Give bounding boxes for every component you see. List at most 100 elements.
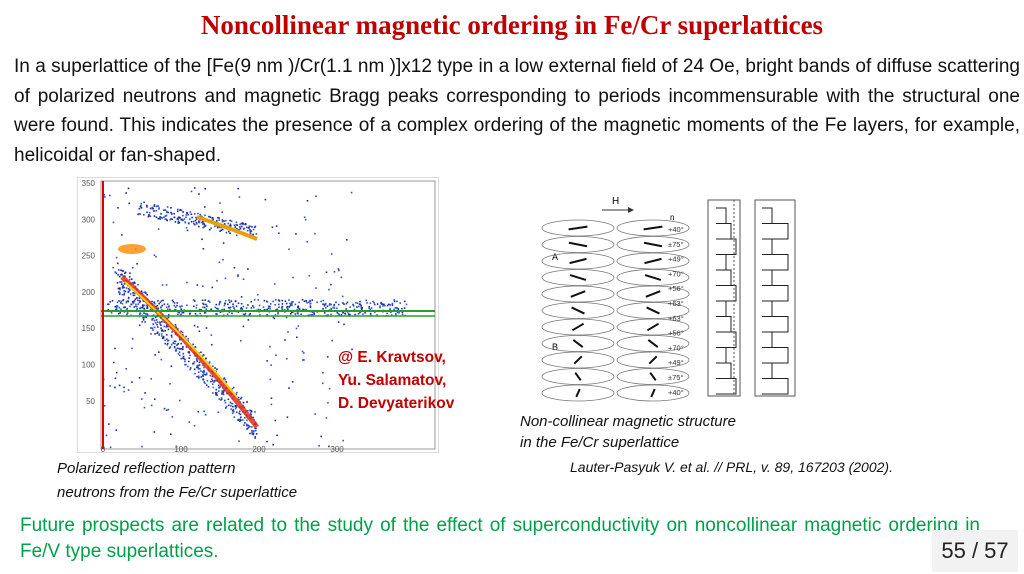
scatter-dot xyxy=(199,312,201,315)
layer-ellipse xyxy=(541,269,615,286)
scatter-dot xyxy=(205,303,207,306)
scatter-dot xyxy=(211,380,214,382)
scatter-dot xyxy=(231,312,233,315)
scatter-dot xyxy=(229,306,232,309)
scatter-dot xyxy=(379,305,381,308)
scatter-dot xyxy=(182,346,184,348)
scatter-dot xyxy=(142,305,144,308)
scatter-dot xyxy=(335,301,337,304)
layer-ellipse xyxy=(616,368,690,385)
scatter-dot xyxy=(324,302,327,305)
scatter-dot xyxy=(243,424,245,426)
scatter-dot xyxy=(281,303,284,305)
scatter-dot xyxy=(376,314,378,316)
scatter-dot xyxy=(186,229,189,232)
scatter-dot xyxy=(223,223,226,225)
scatter-dot xyxy=(175,349,177,351)
scatter-dot xyxy=(188,357,190,359)
scatter-dot xyxy=(306,240,308,243)
scatter-dot xyxy=(177,208,179,211)
angle-label: +70° xyxy=(668,343,684,352)
scatter-dot xyxy=(298,301,300,304)
scatter-dot xyxy=(239,308,242,310)
scatter-dot xyxy=(177,220,180,223)
scatter-dot xyxy=(216,394,218,397)
scatter-dot xyxy=(138,207,141,210)
scatter-dot xyxy=(116,305,119,307)
scatter-dot xyxy=(139,307,141,310)
scatter-dot xyxy=(128,202,130,205)
scatter-dot xyxy=(201,221,203,224)
scatter-dot xyxy=(140,290,143,292)
layer-ellipse xyxy=(541,351,615,369)
scatter-dot xyxy=(123,292,126,295)
scatter-dot xyxy=(143,316,145,319)
scatter-dot xyxy=(352,305,355,307)
scatter-dot xyxy=(118,384,121,387)
scatter-dot xyxy=(153,215,156,217)
scatter-dot xyxy=(187,365,189,368)
scatter-dot xyxy=(208,361,211,363)
scatter-dot xyxy=(229,219,231,222)
scatter-dot xyxy=(313,313,315,315)
scatter-dot xyxy=(269,307,272,310)
scatter-dot xyxy=(180,209,183,212)
scatter-dot xyxy=(200,370,202,372)
scatter-dot xyxy=(240,302,243,305)
scatter-dot xyxy=(393,308,395,311)
scatter-dot xyxy=(343,323,345,326)
scatter-dot xyxy=(179,313,182,316)
angle-label: ±75° xyxy=(668,373,683,382)
scatter-dot xyxy=(236,391,238,394)
scatter-dot xyxy=(276,434,278,437)
scatter-dot xyxy=(159,321,161,323)
scatter-dot xyxy=(193,361,196,363)
scatter-dot xyxy=(250,307,253,309)
scatter-dot xyxy=(144,392,146,394)
scatter-dot xyxy=(248,314,251,316)
scatter-dot xyxy=(204,382,206,384)
scatter-dot xyxy=(180,357,182,360)
scatter-dot xyxy=(112,221,115,224)
scatter-dot xyxy=(192,299,195,301)
scatter-dot xyxy=(383,303,385,306)
scatter-dot xyxy=(132,281,134,284)
scatter-dot xyxy=(185,226,188,229)
moment-arrow xyxy=(644,274,662,281)
scatter-dot xyxy=(366,302,368,304)
scatter-dot xyxy=(239,226,241,228)
scatter-dot xyxy=(177,313,179,316)
scatter-dot xyxy=(253,430,255,432)
scatter-dot xyxy=(154,322,157,324)
scatter-dot xyxy=(224,401,227,404)
scatter-dot xyxy=(266,301,269,303)
scatter-dot xyxy=(143,307,145,310)
scatter-dot xyxy=(187,360,190,363)
scatter-dot xyxy=(147,215,150,218)
scatter-dot xyxy=(289,302,291,305)
scatter-dot xyxy=(174,324,177,326)
scatter-dot xyxy=(313,312,315,314)
scatter-dot xyxy=(132,301,134,303)
arrow-head xyxy=(628,207,634,213)
layer-ellipse xyxy=(541,252,615,270)
caption-line: in the Fe/Cr superlattice xyxy=(520,434,680,451)
intro-text: In a superlattice of the [Fe(9 nm )/Cr(1… xyxy=(14,56,1020,166)
scatter-dot xyxy=(107,303,109,305)
scatter-dot xyxy=(323,312,326,314)
scatter-dot xyxy=(310,314,313,316)
scatter-dot xyxy=(136,297,138,299)
scatter-dot xyxy=(155,205,158,208)
scatter-dot xyxy=(222,393,225,396)
scatter-dot xyxy=(114,347,116,350)
reference: Lauter-Pasyuk V. et al. // PRL, v. 89, 1… xyxy=(570,459,893,475)
scatter-dot xyxy=(294,303,297,306)
scatter-dot xyxy=(247,410,249,412)
scatter-dot xyxy=(360,308,363,311)
scatter-dot xyxy=(174,342,176,345)
scatter-dot xyxy=(254,225,257,228)
scatter-dot xyxy=(247,268,249,270)
scatter-dot xyxy=(235,223,237,226)
scatter-dot xyxy=(173,216,176,219)
scatter-dot xyxy=(200,309,202,311)
